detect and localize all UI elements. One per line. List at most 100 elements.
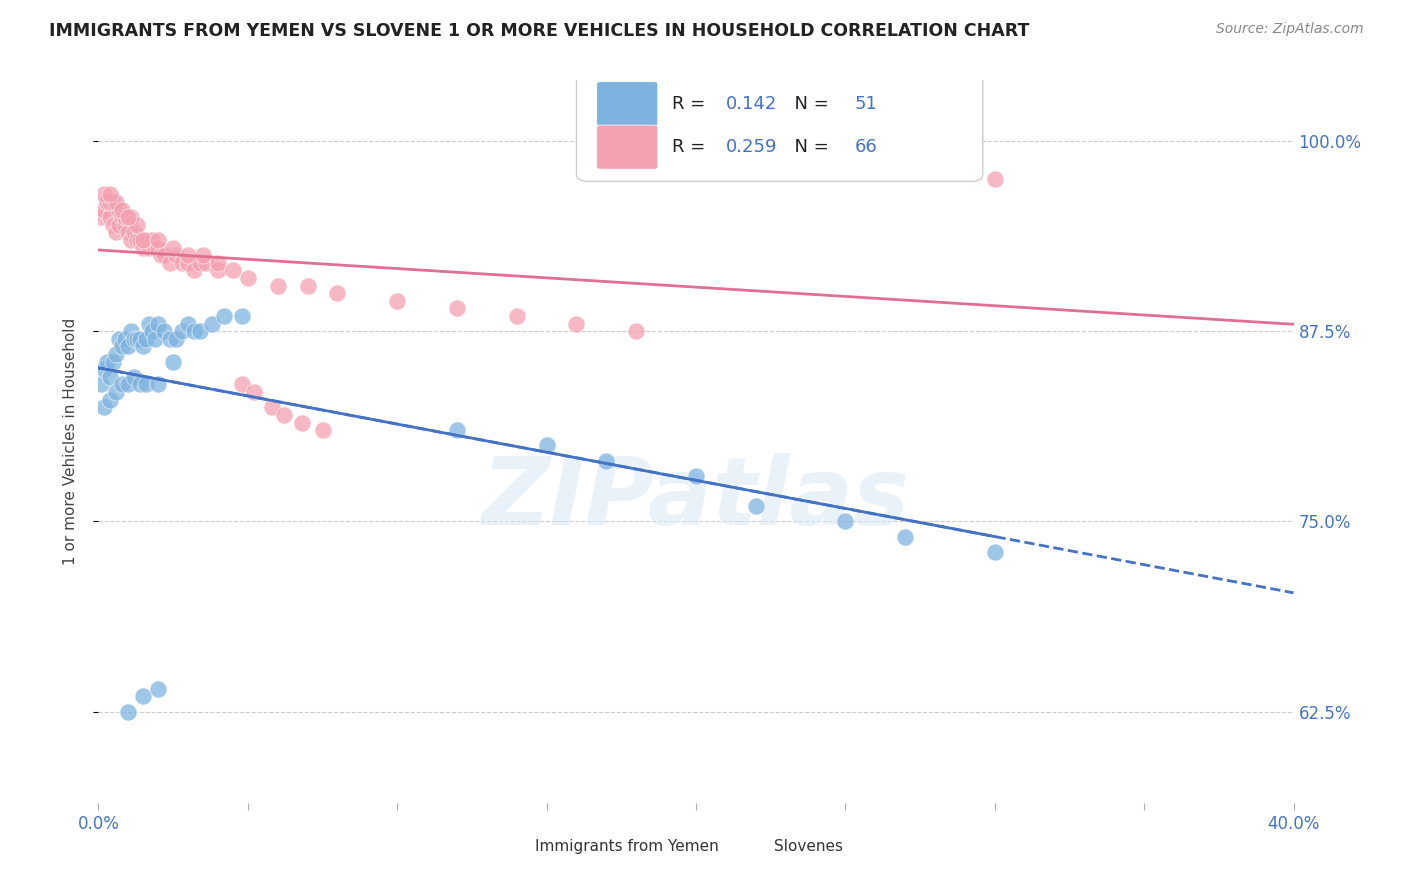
Point xyxy=(273,408,295,422)
Point xyxy=(188,256,211,270)
Point xyxy=(953,134,976,148)
Text: N =: N = xyxy=(783,95,835,112)
Point xyxy=(108,202,131,217)
Point xyxy=(212,309,235,323)
Point xyxy=(111,377,134,392)
Point xyxy=(93,187,115,202)
Point xyxy=(93,362,115,376)
Point xyxy=(114,218,136,232)
Point xyxy=(120,210,142,224)
Point xyxy=(685,468,707,483)
Point xyxy=(135,233,157,247)
Point xyxy=(111,210,134,224)
Point xyxy=(98,194,122,209)
Point xyxy=(595,453,617,467)
Point xyxy=(506,309,529,323)
Point xyxy=(105,347,128,361)
Point xyxy=(120,324,142,338)
Point xyxy=(984,172,1007,186)
Point xyxy=(132,339,155,353)
FancyBboxPatch shape xyxy=(596,82,658,126)
Point xyxy=(132,233,155,247)
Point xyxy=(93,202,115,217)
Text: Slovenes: Slovenes xyxy=(773,838,842,854)
Point xyxy=(984,545,1007,559)
FancyBboxPatch shape xyxy=(576,66,983,181)
Point xyxy=(143,332,166,346)
Point xyxy=(129,332,152,346)
Point xyxy=(127,332,149,346)
Point xyxy=(243,385,266,400)
Point xyxy=(148,241,170,255)
Point xyxy=(135,332,157,346)
Point xyxy=(105,194,128,209)
Y-axis label: 1 or more Vehicles in Household: 1 or more Vehicles in Household xyxy=(63,318,77,566)
Point xyxy=(127,233,149,247)
Point xyxy=(138,241,160,255)
Point xyxy=(207,256,229,270)
Point xyxy=(98,392,122,407)
Point xyxy=(183,324,205,338)
Point xyxy=(536,438,558,452)
Point xyxy=(297,278,319,293)
Point xyxy=(120,233,142,247)
Point xyxy=(236,271,259,285)
Point xyxy=(267,278,290,293)
Point xyxy=(159,332,181,346)
Point xyxy=(98,210,122,224)
Point xyxy=(446,301,468,316)
Point xyxy=(90,377,112,392)
Point xyxy=(183,263,205,277)
Text: Immigrants from Yemen: Immigrants from Yemen xyxy=(534,838,718,854)
Point xyxy=(148,317,170,331)
Point xyxy=(124,226,146,240)
Point xyxy=(188,324,211,338)
Point xyxy=(159,256,181,270)
Point xyxy=(177,248,200,262)
Point xyxy=(129,377,152,392)
Point xyxy=(96,194,118,209)
Point xyxy=(141,324,163,338)
Point xyxy=(114,210,136,224)
FancyBboxPatch shape xyxy=(477,830,533,863)
Text: 0.142: 0.142 xyxy=(725,95,778,112)
Point xyxy=(311,423,333,437)
Point xyxy=(117,210,139,224)
Text: ZIPatlas: ZIPatlas xyxy=(482,453,910,545)
Point xyxy=(105,385,128,400)
Point xyxy=(124,370,146,384)
Point xyxy=(260,401,283,415)
Text: R =: R = xyxy=(672,138,711,156)
Point xyxy=(745,499,768,513)
Text: 0.259: 0.259 xyxy=(725,138,778,156)
Point xyxy=(153,324,176,338)
Point xyxy=(162,354,184,368)
Point xyxy=(231,309,253,323)
Point xyxy=(111,339,134,353)
Point xyxy=(150,248,173,262)
Point xyxy=(177,256,200,270)
FancyBboxPatch shape xyxy=(596,125,658,169)
Point xyxy=(103,194,125,209)
Point xyxy=(96,354,118,368)
Text: N =: N = xyxy=(783,138,835,156)
Point xyxy=(626,324,648,338)
Point xyxy=(105,226,128,240)
Point xyxy=(138,317,160,331)
Point xyxy=(565,317,588,331)
Point xyxy=(201,317,224,331)
Point xyxy=(114,332,136,346)
Point xyxy=(148,377,170,392)
Point xyxy=(96,194,118,209)
Point xyxy=(103,218,125,232)
Point xyxy=(117,377,139,392)
Point xyxy=(141,233,163,247)
Point xyxy=(98,187,122,202)
Point xyxy=(135,377,157,392)
Point xyxy=(98,370,122,384)
Point xyxy=(117,226,139,240)
Point xyxy=(172,324,194,338)
Point xyxy=(191,248,214,262)
Point xyxy=(111,202,134,217)
Point xyxy=(894,530,917,544)
